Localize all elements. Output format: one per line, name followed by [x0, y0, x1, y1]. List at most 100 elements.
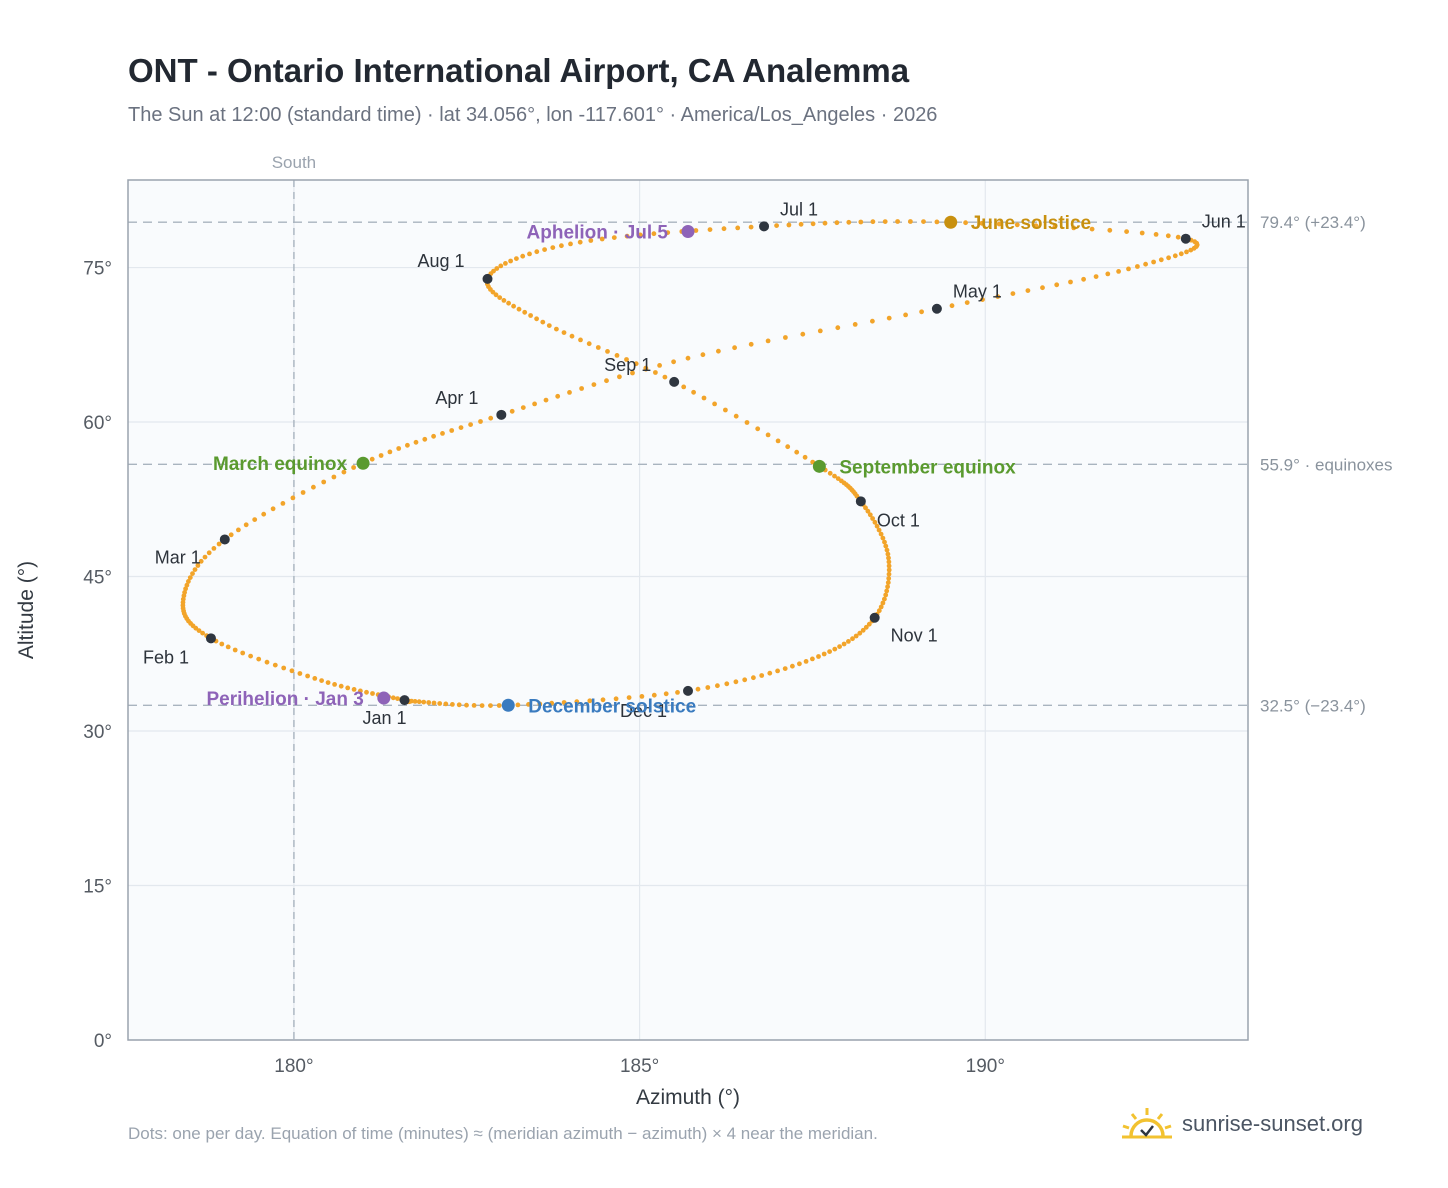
daily-sun-dot	[458, 425, 464, 430]
daily-sun-dot	[863, 505, 868, 511]
daily-sun-dot	[586, 341, 592, 347]
daily-sun-dot	[1158, 257, 1164, 263]
daily-sun-dot	[345, 685, 351, 691]
daily-sun-dot	[827, 649, 832, 654]
daily-sun-dot	[1068, 279, 1073, 285]
daily-sun-dot	[522, 309, 528, 315]
daily-sun-dot	[701, 395, 707, 401]
daily-sun-dot	[716, 348, 721, 354]
daily-sun-dot	[471, 703, 477, 708]
daily-sun-dot	[903, 312, 908, 318]
daily-sun-dot	[665, 230, 671, 236]
daily-sun-dot	[351, 687, 357, 692]
daily-sun-dot	[526, 702, 531, 707]
daily-sun-dot	[908, 219, 913, 224]
daily-sun-dot	[1175, 234, 1181, 240]
daily-sun-dot	[319, 678, 324, 683]
daily-sun-dot	[1071, 225, 1077, 231]
month-label: Mar 1	[155, 547, 201, 567]
daily-sun-dot	[886, 315, 892, 321]
daily-sun-dot	[782, 666, 788, 671]
daily-sun-dot	[182, 590, 188, 595]
daily-sun-dot	[817, 328, 823, 334]
daily-sun-dot	[723, 407, 728, 413]
daily-sun-dot	[243, 522, 249, 528]
daily-sun-dot	[378, 453, 384, 458]
daily-sun-dot	[443, 701, 449, 707]
daily-sun-dot	[797, 661, 802, 667]
chart-title: ONT - Ontario International Airport, CA …	[128, 52, 910, 89]
daily-sun-dot	[671, 359, 676, 365]
daily-sun-dot	[468, 422, 473, 427]
month-marker	[869, 612, 880, 623]
daily-sun-dot	[775, 668, 780, 674]
daily-sun-dot	[617, 374, 622, 380]
daily-sun-dot	[979, 220, 985, 226]
daily-sun-dot	[493, 292, 499, 298]
daily-sun-dot	[675, 690, 680, 695]
month-label: Sep 1	[604, 355, 651, 375]
daily-sun-dot	[574, 699, 580, 705]
daily-sun-dot	[1025, 288, 1031, 293]
daily-sun-dot	[611, 235, 617, 241]
daily-sun-dot	[369, 456, 375, 462]
daily-sun-dot	[759, 673, 765, 678]
daily-sun-dot	[256, 656, 262, 662]
daily-sun-dot	[846, 219, 852, 225]
daily-sun-dot	[995, 294, 1001, 299]
daily-sun-dot	[537, 701, 543, 707]
y-tick-label: 75°	[83, 259, 112, 280]
daily-sun-dot	[733, 679, 739, 685]
daily-sun-dot	[964, 300, 970, 305]
daily-sun-dot	[657, 363, 662, 368]
month-label: Jul 1	[780, 199, 818, 219]
daily-sun-dot	[614, 353, 620, 358]
daily-sun-dot	[567, 390, 572, 395]
month-label: Nov 1	[891, 626, 938, 646]
daily-sun-dot	[272, 662, 278, 668]
x-axis-label: Azimuth (°)	[636, 1086, 740, 1109]
daily-sun-dot	[604, 378, 609, 384]
daily-sun-dot	[270, 506, 276, 512]
brand-logo[interactable]: sunrise-sunset.org	[1120, 1104, 1363, 1144]
daily-sun-dot	[1116, 269, 1121, 274]
event-label: September equinox	[839, 457, 1016, 478]
daily-sun-dot	[549, 700, 555, 706]
daily-sun-dot	[774, 223, 779, 229]
daily-sun-dot	[882, 596, 887, 602]
daily-sun-dot	[396, 446, 402, 451]
daily-sun-dot	[555, 393, 561, 399]
daily-sun-dot	[198, 558, 204, 564]
daily-sun-dot	[841, 641, 847, 647]
daily-sun-dot	[852, 322, 858, 327]
daily-sun-dot	[387, 449, 393, 455]
daily-sun-dot	[685, 355, 691, 361]
daily-sun-dot	[790, 663, 795, 669]
sun-logo-icon	[1122, 1108, 1172, 1139]
daily-sun-dot	[885, 551, 891, 557]
daily-sun-dot	[827, 470, 833, 476]
daily-sun-dot	[1107, 227, 1113, 233]
month-marker	[496, 409, 507, 420]
month-marker	[759, 221, 770, 232]
daily-sun-dot	[712, 401, 717, 407]
daily-sun-dot	[422, 436, 428, 442]
daily-sun-dot	[651, 692, 657, 698]
daily-sun-dot	[183, 586, 189, 592]
daily-sun-dot	[184, 582, 190, 588]
daily-sun-dot	[508, 258, 513, 264]
daily-sun-dot	[732, 345, 737, 351]
daily-sun-dot	[200, 630, 206, 636]
daily-sun-dot	[599, 236, 605, 242]
daily-sun-dot	[870, 318, 875, 324]
daily-sun-dot	[1014, 222, 1020, 228]
reference-line-label: 79.4° (+23.4°)	[1260, 213, 1366, 232]
reference-lines: South 79.4° (+23.4°) 55.9° · equinoxes 32.5…	[128, 153, 1393, 1040]
daily-sun-dot	[735, 225, 741, 231]
daily-sun-dot	[305, 673, 310, 679]
month-marker	[205, 633, 216, 644]
daily-sun-dot	[624, 233, 630, 239]
month-label: Feb 1	[143, 647, 189, 667]
daily-sun-dot	[440, 431, 445, 436]
daily-sun-dot	[543, 397, 549, 403]
